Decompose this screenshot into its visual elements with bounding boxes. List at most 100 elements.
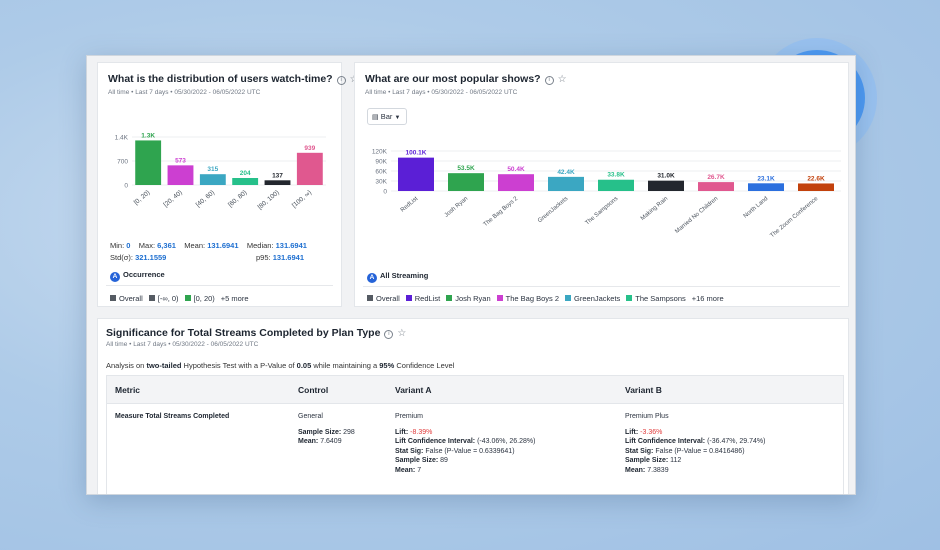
- max-value: 6,361: [157, 241, 176, 250]
- p95-label: p95:: [256, 253, 271, 262]
- legend-swatch: [148, 295, 155, 301]
- popular-shows-legend: Overall RedList Josh Ryan The Bag Boys 2 Gre…: [367, 294, 724, 303]
- y-tick-label: 0: [124, 183, 128, 190]
- sample-size-value: 89: [440, 457, 448, 464]
- stat-sig-value: False (P-Value = 0.8416486): [655, 447, 745, 455]
- occurrence-breakdown[interactable]: A Occurrence: [110, 270, 165, 282]
- legend-item[interactable]: [0, 20): [184, 294, 215, 303]
- mean-value: 131.6941: [207, 241, 239, 250]
- legend-label: [0, 20): [193, 294, 215, 303]
- bar: [448, 173, 484, 191]
- lift-label: Lift:: [625, 428, 639, 436]
- x-category-label: GreenJackets: [537, 196, 569, 224]
- column-header-variant-a[interactable]: Variant A: [395, 385, 432, 395]
- breakdown-badge: A: [367, 273, 377, 283]
- x-category-label: The Zoom Conference: [769, 196, 819, 240]
- legend-swatch: [405, 295, 412, 301]
- x-category-label: [20, 40): [162, 189, 183, 209]
- star-icon[interactable]: ☆: [557, 74, 567, 85]
- bar: [598, 179, 634, 191]
- watch-time-card-title: What is the distribution of users watch-…: [108, 73, 359, 85]
- x-category-label: North Land: [743, 196, 770, 220]
- info-icon[interactable]: i: [384, 330, 394, 339]
- bar: [648, 180, 684, 191]
- bar-value-label: 100.1K: [406, 150, 427, 157]
- bar: [698, 182, 734, 191]
- stats-p95: p95: 131.6941: [256, 253, 304, 262]
- legend-item[interactable]: [-∞, 0): [148, 294, 179, 303]
- max-label: Max:: [138, 241, 156, 250]
- legend-more-link[interactable]: +5 more: [220, 294, 249, 303]
- control-cell: General Sample Size: 298 Mean: 7.6409: [298, 412, 355, 447]
- bar-value-label: 33.8K: [607, 172, 625, 179]
- x-category-label: [80, 100): [257, 189, 281, 211]
- column-header-variant-b[interactable]: Variant B: [625, 385, 662, 395]
- bar-value-label: 26.7K: [707, 174, 725, 181]
- stat-sig-label: Stat Sig:: [625, 447, 654, 455]
- analysis-text: Hypothesis Test with a P-Value of: [183, 361, 295, 370]
- analysis-text: Confidence Level: [396, 361, 455, 370]
- x-category-label: [40, 60): [195, 189, 216, 209]
- legend-item[interactable]: GreenJackets: [565, 294, 620, 303]
- bar-value-label: 1.3K: [141, 132, 155, 139]
- column-header-metric[interactable]: Metric: [115, 385, 141, 395]
- bar: [135, 140, 162, 185]
- lift-label: Lift:: [395, 428, 409, 436]
- legend-swatch: [446, 295, 453, 301]
- bar-value-label: 939: [304, 145, 315, 152]
- legend-swatch: [184, 295, 191, 301]
- x-category-label: Making Rain: [640, 196, 669, 222]
- streaming-breakdown[interactable]: A All Streaming: [367, 271, 428, 283]
- legend-item[interactable]: The Sampsons: [626, 294, 686, 303]
- bar-value-label: 42.4K: [557, 169, 575, 176]
- median-value: 131.6941: [275, 241, 307, 250]
- significance-card-subtitle: All time • Last 7 days • 05/30/2022 - 06…: [106, 341, 259, 348]
- legend-item[interactable]: Josh Ryan: [446, 294, 491, 303]
- legend-swatch: [110, 295, 116, 301]
- x-category-label: [0, 20): [133, 189, 152, 206]
- bar-value-label: 137: [272, 172, 283, 179]
- variant-b-plan: Premium Plus: [625, 413, 669, 420]
- info-icon[interactable]: i: [544, 76, 554, 85]
- breakdown-label: All Streaming: [380, 271, 429, 280]
- analysis-tail: two-tailed: [146, 361, 182, 370]
- significance-card-title: Significance for Total Streams Completed…: [106, 327, 406, 339]
- sample-size-value: 112: [670, 457, 682, 464]
- min-label: Min:: [110, 241, 125, 250]
- y-tick-label: 0: [383, 189, 387, 196]
- sample-size-value: 298: [343, 428, 355, 436]
- y-tick-label: 30K: [375, 179, 387, 186]
- legend-label: The Sampsons: [635, 294, 686, 303]
- x-category-label: [60, 80): [227, 189, 248, 209]
- mean-label: Mean:: [298, 438, 319, 445]
- std-label: Std(σ):: [110, 253, 133, 262]
- legend-label: Overall: [119, 294, 143, 303]
- metric-name: Measure Total Streams Completed: [115, 413, 230, 420]
- popular-shows-title-text: What are our most popular shows?: [365, 73, 541, 85]
- legend-item[interactable]: Overall: [367, 294, 400, 303]
- mean-value: 7.6409: [320, 438, 342, 445]
- popular-shows-card-title: What are our most popular shows? i ☆: [365, 73, 567, 85]
- watch-time-card: What is the distribution of users watch-…: [97, 62, 359, 307]
- x-category-label: RedList: [400, 196, 420, 214]
- bar-value-label: 204: [240, 170, 251, 177]
- chart-type-dropdown[interactable]: ▤ Bar ▼: [367, 108, 407, 125]
- table-header: Metric Control Variant A Variant B: [107, 376, 843, 404]
- y-tick-label: 700: [117, 159, 128, 166]
- sample-size-label: Sample Size:: [625, 457, 669, 464]
- star-icon[interactable]: ☆: [397, 328, 407, 339]
- legend-item[interactable]: The Bag Boys 2: [496, 294, 559, 303]
- analysis-pvalue: 0.05: [296, 361, 312, 370]
- x-category-label: [100, ∞): [291, 189, 313, 209]
- column-header-control[interactable]: Control: [298, 385, 329, 395]
- legend-label: Josh Ryan: [455, 294, 491, 303]
- bar: [264, 180, 291, 185]
- bar: [398, 157, 434, 191]
- lift-ci-value: (-36.47%, 29.74%): [707, 438, 766, 445]
- info-icon[interactable]: i: [336, 76, 346, 85]
- legend-item[interactable]: RedList: [405, 294, 440, 303]
- legend-more-link[interactable]: +16 more: [691, 294, 724, 303]
- breakdown-label: Occurrence: [123, 270, 165, 279]
- bar: [296, 152, 323, 185]
- legend-item[interactable]: Overall: [110, 294, 143, 303]
